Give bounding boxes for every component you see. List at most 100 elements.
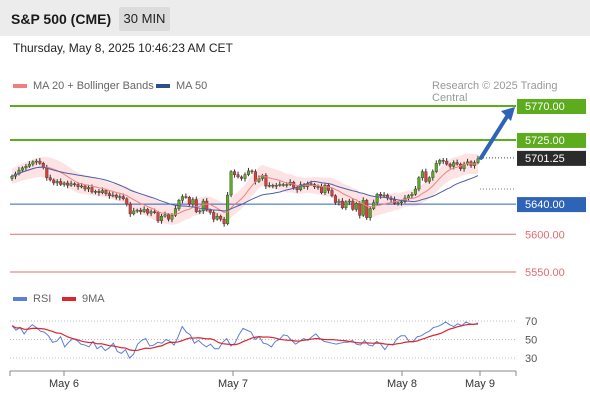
candle-body <box>236 174 240 178</box>
candle-body <box>320 186 324 193</box>
candle-body <box>97 191 101 193</box>
candle-body <box>330 190 334 196</box>
candle-body <box>229 171 233 196</box>
candle-body <box>83 185 87 190</box>
x-label-May 6: May 6 <box>49 378 79 390</box>
candle-body <box>431 171 435 178</box>
candle-body <box>323 185 327 193</box>
candle-body <box>100 190 104 193</box>
level-tag-5640.00 <box>517 197 586 213</box>
candle-body <box>219 215 223 220</box>
rsi-tick-50: 50 <box>525 335 537 347</box>
candle-body <box>69 183 73 186</box>
candle-body <box>10 175 14 179</box>
candle-body <box>48 177 52 181</box>
candle-body <box>166 214 170 220</box>
candle-body <box>361 200 365 216</box>
candle-body <box>118 196 122 198</box>
candle-body <box>396 202 400 204</box>
legend-ma20: MA 20 + Bollinger Bands <box>13 80 154 92</box>
level-label-5640.00: 5640.00 <box>525 199 565 211</box>
research-credit: Research © 2025 Trading Central <box>432 80 558 104</box>
x-label-May 9: May 9 <box>465 378 495 390</box>
candle-body <box>274 185 278 187</box>
candle-body <box>424 171 428 182</box>
candle-body <box>417 177 421 190</box>
rsi-label: RSI <box>33 293 52 305</box>
candle-body <box>257 178 261 182</box>
level-label-5701.25: 5701.25 <box>525 153 565 165</box>
candle-body <box>177 200 181 209</box>
candle-body <box>34 160 38 163</box>
candle-body <box>299 184 303 190</box>
candle-body <box>243 174 247 179</box>
candle-body <box>399 201 403 204</box>
candle-body <box>146 209 150 214</box>
candle-body <box>337 200 341 203</box>
candle-body <box>142 209 146 212</box>
candle-body <box>462 163 466 169</box>
candle-body <box>170 215 174 220</box>
candle-body <box>73 183 77 185</box>
candle-body <box>250 170 254 173</box>
candle-body <box>368 208 372 218</box>
instrument-title: S&P 500 (CME) <box>11 11 112 27</box>
candle-body <box>180 196 184 201</box>
candle-body <box>267 185 271 187</box>
candle-body <box>246 170 250 175</box>
rsi-ma-line <box>11 323 479 352</box>
candle-body <box>76 184 80 187</box>
candle-body <box>441 160 445 162</box>
candle-body <box>354 203 358 210</box>
candle-body <box>121 196 125 200</box>
timeframe-button[interactable]: 30 MIN <box>119 7 170 31</box>
level-label-5600.00: 5600.00 <box>525 229 565 241</box>
candle-body <box>406 195 410 199</box>
candle-body <box>156 212 160 221</box>
candle-body <box>240 176 244 179</box>
legend-ma50: MA 50 <box>156 80 207 92</box>
candle-body <box>222 218 226 224</box>
candle-body <box>194 199 198 212</box>
candle-body <box>201 200 205 212</box>
candle-body <box>160 215 164 221</box>
candle-body <box>226 194 230 224</box>
candle-body <box>316 186 320 188</box>
candle-body <box>410 194 414 196</box>
candle-body <box>52 179 56 184</box>
bollinger-band-area <box>12 153 478 225</box>
candle-body <box>340 200 344 209</box>
ma50-swatch <box>156 84 170 88</box>
ma50-line <box>11 166 479 212</box>
candle-body <box>379 194 383 196</box>
candle-body <box>212 212 216 220</box>
candle-body <box>445 160 449 165</box>
candle-body <box>104 190 108 194</box>
candle-body <box>20 167 24 171</box>
timestamp: Thursday, May 8, 2025 10:46:23 AM CET <box>13 41 233 55</box>
x-label-May 7: May 7 <box>218 378 248 390</box>
candle-body <box>344 201 348 209</box>
candle-body <box>455 162 459 165</box>
candle-body <box>62 182 66 185</box>
candle-body <box>205 200 209 211</box>
candle-body <box>434 163 438 172</box>
candle-body <box>281 184 285 186</box>
candle-body <box>187 197 191 205</box>
level-tag-5701.25 <box>517 150 586 166</box>
projection-arrow-shaft <box>479 113 510 160</box>
candle-body <box>184 196 188 198</box>
candle-body <box>80 185 84 188</box>
candle-body <box>285 184 289 186</box>
level-tag-5770.00 <box>517 99 586 114</box>
candle-body <box>309 183 313 185</box>
candle-body <box>135 209 139 212</box>
candle-body <box>24 166 28 169</box>
candle-body <box>87 187 91 190</box>
rsi-line <box>11 321 479 359</box>
candle-body <box>153 211 157 213</box>
candle-body <box>93 191 97 193</box>
candle-body <box>326 185 330 191</box>
candle-body <box>215 215 219 220</box>
